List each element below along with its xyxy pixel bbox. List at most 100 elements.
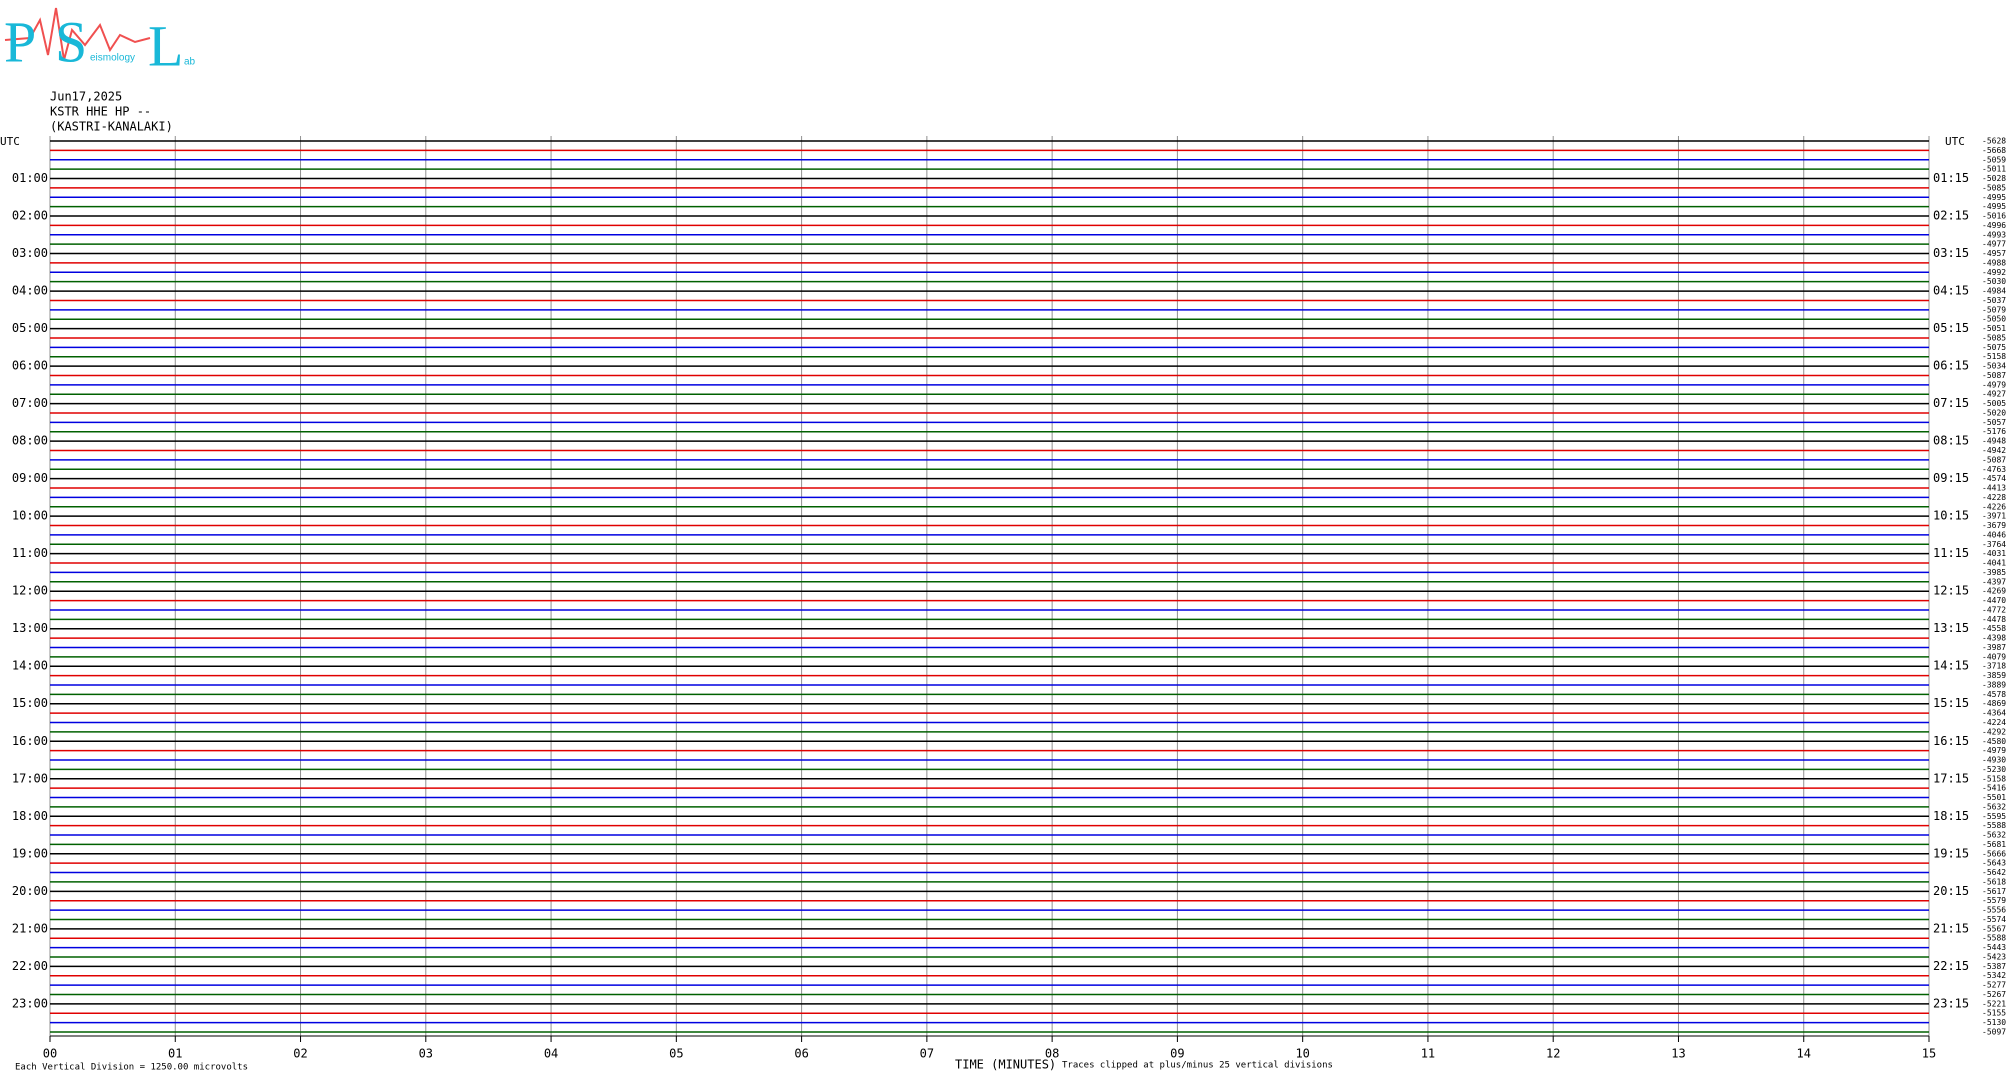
trace-offset: -4996 xyxy=(1982,221,2006,230)
hour-label-left: 06:00 xyxy=(12,359,48,373)
x-tick-label: 13 xyxy=(1671,1047,1685,1061)
trace-offset: -4995 xyxy=(1982,193,2006,202)
trace-offset: -5574 xyxy=(1982,915,2006,924)
footer-right: Traces clipped at plus/minus 25 vertical… xyxy=(1062,1061,1333,1071)
trace-offset: -5075 xyxy=(1982,343,2006,352)
trace-offset: -5443 xyxy=(1982,943,2006,952)
trace-offset: -4558 xyxy=(1982,624,2006,633)
hour-label-left: 03:00 xyxy=(12,246,48,260)
hour-label-left: 19:00 xyxy=(12,846,48,860)
x-tick-label: 08 xyxy=(1045,1047,1059,1061)
x-tick-label: 14 xyxy=(1797,1047,1811,1061)
trace-offset: -5051 xyxy=(1982,324,2006,333)
trace-offset: -5423 xyxy=(1982,952,2006,961)
trace-offset: -5028 xyxy=(1982,174,2006,183)
trace-offset: -5579 xyxy=(1982,896,2006,905)
hour-label-right: 13:15 xyxy=(1933,621,1969,635)
hour-label-left: 04:00 xyxy=(12,284,48,298)
trace-offset: -4927 xyxy=(1982,390,2006,399)
trace-offset: -5588 xyxy=(1982,821,2006,830)
trace-offset: -5588 xyxy=(1982,934,2006,943)
x-tick-label: 10 xyxy=(1295,1047,1309,1061)
hour-label-right: 12:15 xyxy=(1933,584,1969,598)
trace-offset: -4578 xyxy=(1982,690,2006,699)
trace-offset: -4574 xyxy=(1982,474,2006,483)
x-tick-label: 09 xyxy=(1170,1047,1184,1061)
hour-label-right: 16:15 xyxy=(1933,734,1969,748)
x-tick-label: 15 xyxy=(1922,1047,1936,1061)
trace-offset: -4041 xyxy=(1982,559,2006,568)
trace-offset: -4930 xyxy=(1982,756,2006,765)
hour-label-left: 17:00 xyxy=(12,771,48,785)
trace-offset: -5668 xyxy=(1982,146,2006,155)
trace-offset: -4977 xyxy=(1982,240,2006,249)
trace-offset: -4224 xyxy=(1982,718,2006,727)
trace-offset: -4364 xyxy=(1982,709,2006,718)
logo-wave xyxy=(4,7,151,61)
trace-offset: -5595 xyxy=(1982,812,2006,821)
hour-label-right: 02:15 xyxy=(1933,209,1969,223)
logo-letter: L xyxy=(148,13,183,78)
trace-offset: -5632 xyxy=(1982,831,2006,840)
trace-offset: -5556 xyxy=(1982,906,2006,915)
trace-offset: -5158 xyxy=(1982,774,2006,783)
x-tick-label: 07 xyxy=(920,1047,934,1061)
trace-offset: -4292 xyxy=(1982,727,2006,736)
x-tick-label: 02 xyxy=(293,1047,307,1061)
hour-label-left: 07:00 xyxy=(12,396,48,410)
trace-offset: -5079 xyxy=(1982,305,2006,314)
hour-label-right: 14:15 xyxy=(1933,659,1969,673)
trace-offset: -5176 xyxy=(1982,427,2006,436)
trace-offset: -5037 xyxy=(1982,296,2006,305)
trace-offset: -5057 xyxy=(1982,418,2006,427)
trace-offset: -4413 xyxy=(1982,484,2006,493)
x-tick-label: 05 xyxy=(669,1047,683,1061)
hour-label-right: 07:15 xyxy=(1933,396,1969,410)
hour-label-left: 02:00 xyxy=(12,209,48,223)
hour-label-left: 18:00 xyxy=(12,809,48,823)
trace-offset: -5632 xyxy=(1982,802,2006,811)
trace-offset: -5628 xyxy=(1982,137,2006,146)
hour-label-right: 21:15 xyxy=(1933,921,1969,935)
header-station: KSTR HHE HP -- xyxy=(50,105,151,119)
trace-offset: -4031 xyxy=(1982,549,2006,558)
trace-offset: -5643 xyxy=(1982,859,2006,868)
trace-offset: -4979 xyxy=(1982,380,2006,389)
trace-offset: -5087 xyxy=(1982,455,2006,464)
x-tick-label: 01 xyxy=(168,1047,182,1061)
trace-offset: -5034 xyxy=(1982,362,2006,371)
trace-offset: -3859 xyxy=(1982,671,2006,680)
logo-word: ab xyxy=(184,57,196,68)
trace-offset: -5158 xyxy=(1982,352,2006,361)
x-tick-label: 12 xyxy=(1546,1047,1560,1061)
trace-offset: -5618 xyxy=(1982,877,2006,886)
footer-left: Each Vertical Division = 1250.00 microvo… xyxy=(15,1063,248,1073)
trace-offset: -5221 xyxy=(1982,999,2006,1008)
trace-offset: -3764 xyxy=(1982,540,2006,549)
right-corner: UTC xyxy=(1945,135,1965,148)
trace-offset: -4470 xyxy=(1982,596,2006,605)
trace-offset: -5087 xyxy=(1982,371,2006,380)
x-axis-label: TIME (MINUTES) xyxy=(955,1058,1056,1072)
header-date: Jun17,2025 xyxy=(50,90,122,104)
hour-label-left: 13:00 xyxy=(12,621,48,635)
x-tick-label: 00 xyxy=(43,1047,57,1061)
trace-offset: -5501 xyxy=(1982,793,2006,802)
hour-label-right: 06:15 xyxy=(1933,359,1969,373)
hour-label-left: 20:00 xyxy=(12,884,48,898)
x-tick-label: 06 xyxy=(794,1047,808,1061)
hour-label-right: 18:15 xyxy=(1933,809,1969,823)
trace-offset: -5155 xyxy=(1982,1009,2006,1018)
trace-offset: -5130 xyxy=(1982,1018,2006,1027)
trace-offset: -3889 xyxy=(1982,680,2006,689)
trace-offset: -4942 xyxy=(1982,446,2006,455)
trace-offset: -3679 xyxy=(1982,521,2006,530)
trace-offset: -5342 xyxy=(1982,971,2006,980)
trace-offset: -4079 xyxy=(1982,652,2006,661)
trace-offset: -5011 xyxy=(1982,165,2006,174)
hour-label-left: 05:00 xyxy=(12,321,48,335)
hour-label-left: 22:00 xyxy=(12,959,48,973)
trace-offset: -5050 xyxy=(1982,315,2006,324)
x-tick-label: 11 xyxy=(1421,1047,1435,1061)
